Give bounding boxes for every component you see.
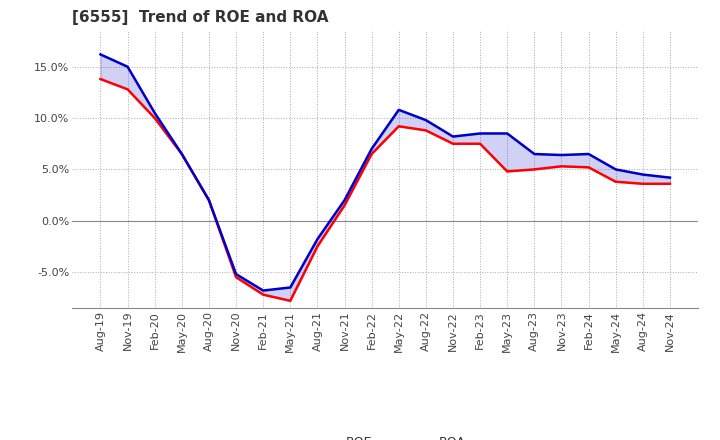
- ROE: [286, 298, 294, 304]
- ROE: [341, 203, 349, 208]
- ROA: [611, 167, 620, 172]
- Text: [6555]  Trend of ROE and ROA: [6555] Trend of ROE and ROA: [72, 11, 328, 26]
- ROE: [123, 87, 132, 92]
- ROA: [639, 172, 647, 177]
- ROA: [259, 288, 268, 293]
- ROA: [367, 146, 376, 151]
- ROE: [611, 179, 620, 184]
- ROA: [313, 237, 322, 242]
- ROA: [286, 285, 294, 290]
- ROE: [665, 181, 674, 187]
- ROE: [232, 275, 240, 280]
- ROE: [367, 151, 376, 157]
- ROE: [96, 77, 105, 82]
- ROE: [449, 141, 457, 147]
- ROA: [341, 198, 349, 203]
- ROA: [584, 151, 593, 157]
- ROE: [204, 198, 213, 203]
- Legend: ROE, ROA: ROE, ROA: [300, 431, 471, 440]
- ROA: [204, 198, 213, 203]
- ROE: [150, 115, 159, 121]
- ROA: [178, 151, 186, 157]
- ROE: [476, 141, 485, 147]
- ROA: [449, 134, 457, 139]
- ROE: [313, 244, 322, 249]
- ROE: [639, 181, 647, 187]
- ROE: [178, 151, 186, 157]
- ROE: [395, 124, 403, 129]
- ROA: [232, 271, 240, 277]
- ROA: [421, 117, 430, 123]
- ROA: [665, 175, 674, 180]
- ROE: [557, 164, 566, 169]
- ROA: [530, 151, 539, 157]
- ROE: [530, 167, 539, 172]
- Line: ROE: ROE: [101, 79, 670, 301]
- ROE: [584, 165, 593, 170]
- ROA: [96, 52, 105, 57]
- ROA: [503, 131, 511, 136]
- ROE: [421, 128, 430, 133]
- ROA: [476, 131, 485, 136]
- ROA: [557, 152, 566, 158]
- ROA: [150, 110, 159, 116]
- ROE: [259, 292, 268, 297]
- ROE: [503, 169, 511, 174]
- ROA: [123, 64, 132, 70]
- Line: ROA: ROA: [101, 55, 670, 290]
- ROA: [395, 107, 403, 113]
